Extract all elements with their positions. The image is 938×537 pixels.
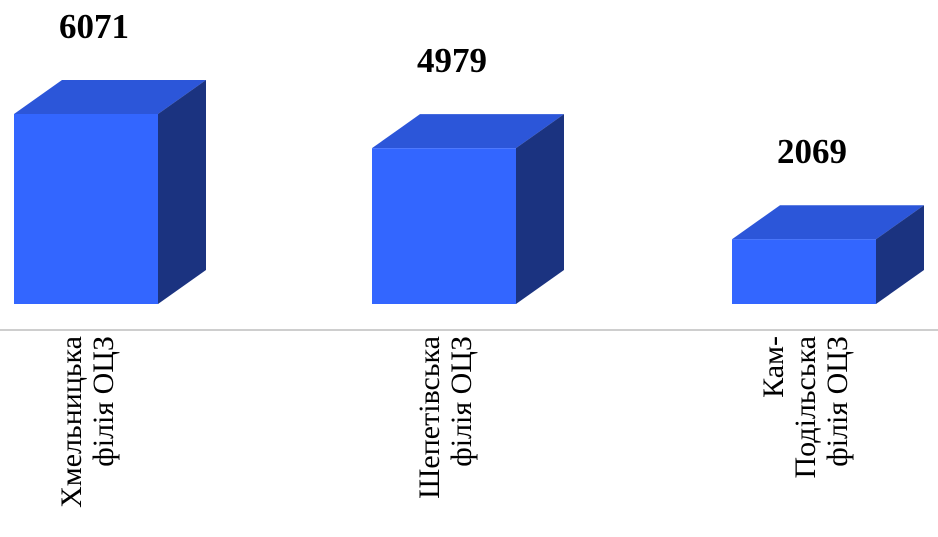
data-label: 6071 <box>59 7 129 46</box>
category-label: Шепетівська <box>413 336 446 499</box>
bar-top-face <box>14 80 206 114</box>
bar-side-face <box>158 80 206 304</box>
category-label: Хмельницька <box>55 336 88 508</box>
bar-1 <box>14 80 206 304</box>
bar-top-face <box>732 205 924 240</box>
bar-side-face <box>516 114 564 304</box>
bars-layer <box>14 80 924 304</box>
category-label: філія ОЦЗ <box>87 336 120 467</box>
bar-2 <box>372 114 564 304</box>
category-label: Подільська <box>789 336 822 479</box>
bar-side-face <box>876 205 924 304</box>
data-label: 2069 <box>777 132 847 171</box>
bar-front-face <box>372 148 516 304</box>
category-label: Кам- <box>757 336 790 398</box>
bar-front-face <box>732 239 876 304</box>
data-label: 4979 <box>417 41 487 80</box>
category-label: філія ОЦЗ <box>445 336 478 467</box>
bar-front-face <box>14 114 158 304</box>
bar-3 <box>732 205 924 304</box>
bar-top-face <box>372 114 564 149</box>
category-label: філія ОЦЗ <box>821 336 854 467</box>
